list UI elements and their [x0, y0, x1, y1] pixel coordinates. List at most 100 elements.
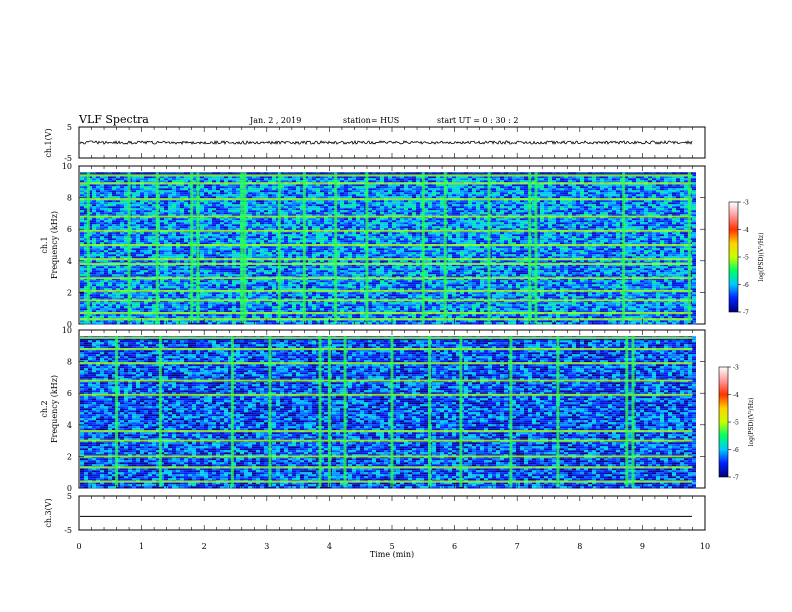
- spectrogram-cell: [116, 180, 120, 182]
- spectrogram-cell: [164, 178, 168, 180]
- spectrogram-cell: [136, 302, 140, 304]
- spectrogram-cell: [112, 266, 116, 268]
- spectrogram-cell: [120, 234, 124, 236]
- spectrogram-cell: [124, 232, 128, 234]
- spectrogram-cell: [132, 184, 136, 186]
- spectrogram-cell: [144, 222, 148, 224]
- spectrogram-cell: [140, 236, 144, 238]
- spectrogram-cell: [116, 308, 120, 310]
- spectrogram-cell: [148, 192, 152, 194]
- spectrogram-cell: [104, 224, 108, 226]
- ch1-spectrogram-image: [80, 172, 696, 324]
- spectrogram-cell: [116, 212, 120, 214]
- spectrogram-cell: [112, 224, 116, 226]
- spectrogram-cell: [160, 210, 164, 212]
- spectrogram-cell: [132, 206, 136, 208]
- spectrogram-cell: [168, 240, 172, 242]
- spectrogram-cell: [124, 176, 128, 178]
- spectrogram-cell: [148, 250, 152, 252]
- spectrogram-cell: [160, 322, 164, 324]
- spectrogram-cell: [152, 226, 156, 228]
- spectrogram-cell: [100, 204, 104, 206]
- spectrogram-cell: [96, 180, 100, 182]
- spectrogram-cell: [168, 180, 172, 182]
- spectrogram-cell: [96, 232, 100, 234]
- spectrogram-cell: [172, 292, 176, 294]
- spectrogram-cell: [172, 236, 176, 238]
- spectrogram-cell: [144, 250, 148, 252]
- spectrogram-cell: [148, 188, 152, 190]
- spectrogram-cell: [152, 184, 156, 186]
- spectrogram-cell: [148, 212, 152, 214]
- spectrogram-cell: [80, 270, 84, 272]
- spectrogram-cell: [152, 268, 156, 270]
- spectrogram-cell: [136, 286, 140, 288]
- spectrogram-cell: [148, 284, 152, 286]
- spectrogram-cell: [108, 240, 112, 242]
- spectrogram-cell: [120, 294, 124, 296]
- spectrogram-cell: [96, 270, 100, 272]
- spectrogram-cell: [104, 284, 108, 286]
- spectrogram-cell: [168, 308, 172, 310]
- spectrogram-cell: [148, 220, 152, 222]
- spectrogram-cell: [172, 256, 176, 258]
- spectrogram-cell: [124, 194, 128, 196]
- spectrogram-cell: [132, 308, 136, 310]
- spectrogram-cell: [152, 272, 156, 274]
- spectrogram-cell: [96, 292, 100, 294]
- spectrogram-cell: [100, 238, 104, 240]
- spectrogram-cell: [100, 260, 104, 262]
- spectrogram-cell: [152, 224, 156, 226]
- spectrogram-cell: [108, 208, 112, 210]
- spectrogram-cell: [148, 194, 152, 196]
- spectrogram-cell: [96, 284, 100, 286]
- spectrogram-cell: [132, 280, 136, 282]
- spectrogram-cell: [100, 202, 104, 204]
- spectrogram-cell: [108, 186, 112, 188]
- spectrogram-cell: [104, 256, 108, 258]
- spectrogram-cell: [148, 272, 152, 274]
- spectrogram-cell: [96, 246, 100, 248]
- spectrogram-cell: [92, 306, 96, 308]
- spectrogram-cell: [152, 250, 156, 252]
- spectrogram-cell: [136, 184, 140, 186]
- spectrogram-cell: [164, 188, 168, 190]
- spectrogram-cell: [144, 316, 148, 318]
- spectrogram-cell: [124, 296, 128, 298]
- spectrogram-cell: [80, 254, 84, 256]
- spectrogram-cell: [120, 184, 124, 186]
- spectrogram-cell: [132, 322, 136, 324]
- spectrogram-cell: [104, 180, 108, 182]
- spectrogram-cell: [108, 222, 112, 224]
- spectrogram-cell: [104, 286, 108, 288]
- spectrogram-cell: [172, 218, 176, 220]
- spectrogram-cell: [132, 220, 136, 222]
- spectrogram-cell: [164, 252, 168, 254]
- spectrogram-cell: [96, 296, 100, 298]
- spectrogram-cell: [104, 266, 108, 268]
- spectrogram-cell: [164, 202, 168, 204]
- spectrogram-cell: [172, 176, 176, 178]
- spectrogram-cell: [120, 206, 124, 208]
- spectrogram-cell: [148, 196, 152, 198]
- spectrogram-cell: [124, 186, 128, 188]
- spectrogram-cell: [80, 194, 84, 196]
- spectrogram-cell: [92, 206, 96, 208]
- spectrogram-cell: [116, 284, 120, 286]
- spectrogram-cell: [140, 286, 144, 288]
- spectrogram-cell: [152, 234, 156, 236]
- spectrogram-cell: [112, 210, 116, 212]
- spectrogram-cell: [136, 282, 140, 284]
- spectrogram-cell: [96, 266, 100, 268]
- spectrogram-cell: [116, 268, 120, 270]
- spectrogram-cell: [160, 296, 164, 298]
- spectrogram-cell: [104, 246, 108, 248]
- spectrogram-cell: [108, 308, 112, 310]
- spectrogram-cell: [152, 240, 156, 242]
- spectrogram-cell: [132, 286, 136, 288]
- spectrogram-cell: [108, 184, 112, 186]
- spectrogram-cell: [116, 234, 120, 236]
- spectrogram-cell: [144, 212, 148, 214]
- spectrogram-cell: [140, 292, 144, 294]
- spectrogram-cell: [96, 194, 100, 196]
